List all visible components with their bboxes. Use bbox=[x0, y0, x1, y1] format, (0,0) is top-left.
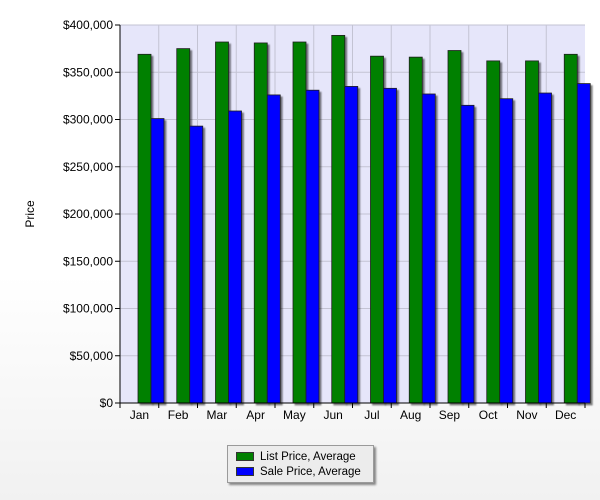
bar-sale-price-jan bbox=[150, 118, 165, 404]
x-tick-label: Jun bbox=[323, 408, 342, 422]
bar-list-price-jul bbox=[370, 55, 384, 404]
bar-sale-price-apr bbox=[266, 94, 281, 404]
legend-item-list-price: List Price, Average bbox=[236, 450, 356, 463]
x-tick-label: Jul bbox=[364, 408, 379, 422]
x-tick-label: Mar bbox=[207, 408, 228, 422]
bar-sale-price-sep bbox=[460, 104, 475, 404]
bar-list-price-dec bbox=[563, 53, 578, 404]
bar-sale-price-dec bbox=[576, 83, 591, 404]
y-tick-label: $200,000 bbox=[63, 207, 113, 221]
y-tick-label: $50,000 bbox=[70, 349, 114, 363]
bar-list-price-sep bbox=[447, 50, 462, 404]
y-axis-title: Price bbox=[23, 200, 37, 228]
legend-label-sale-price: Sale Price, Average bbox=[260, 465, 361, 478]
y-tick-label: $150,000 bbox=[63, 254, 113, 268]
bar-sale-price-nov bbox=[538, 92, 552, 404]
x-tick-label: Oct bbox=[479, 408, 498, 422]
bar-list-price-apr bbox=[253, 42, 268, 404]
bar-sale-price-aug bbox=[421, 93, 436, 404]
y-tick-label: $350,000 bbox=[63, 65, 113, 79]
y-tick-label: $0 bbox=[100, 396, 114, 410]
bar-sale-price-jul bbox=[383, 87, 397, 404]
legend-swatch-sale-price bbox=[236, 467, 254, 476]
bar-sale-price-jun bbox=[344, 86, 359, 404]
bar-sale-price-mar bbox=[228, 110, 242, 404]
y-tick-label: $250,000 bbox=[63, 160, 113, 174]
x-tick-label: Sep bbox=[439, 408, 461, 422]
bar-list-price-jan bbox=[137, 53, 152, 404]
x-tick-label: Aug bbox=[400, 408, 421, 422]
x-tick-label: Nov bbox=[516, 408, 537, 422]
legend-swatch-list-price bbox=[236, 452, 254, 461]
legend-label-list-price: List Price, Average bbox=[260, 450, 356, 463]
bar-list-price-mar bbox=[215, 41, 229, 404]
bar-list-price-feb bbox=[176, 48, 191, 404]
bar-list-price-nov bbox=[525, 60, 539, 404]
bar-list-price-oct bbox=[486, 60, 501, 404]
bar-sale-price-feb bbox=[189, 125, 204, 404]
bar-list-price-aug bbox=[408, 56, 423, 404]
legend-item-sale-price: Sale Price, Average bbox=[236, 465, 361, 478]
x-tick-label: Feb bbox=[168, 408, 189, 422]
y-tick-label: $300,000 bbox=[63, 113, 113, 127]
y-tick-label: $100,000 bbox=[63, 302, 113, 316]
x-tick-label: Apr bbox=[246, 408, 265, 422]
x-tick-label: Jan bbox=[130, 408, 149, 422]
bar-list-price-jun bbox=[331, 34, 346, 404]
x-tick-label: Dec bbox=[555, 408, 576, 422]
bar-list-price-may bbox=[292, 41, 307, 404]
x-tick-label: May bbox=[283, 408, 306, 422]
bar-sale-price-may bbox=[305, 89, 320, 404]
bar-sale-price-oct bbox=[499, 98, 514, 404]
chart-legend: List Price, Average Sale Price, Average bbox=[227, 445, 374, 483]
y-tick-label: $400,000 bbox=[63, 18, 113, 32]
